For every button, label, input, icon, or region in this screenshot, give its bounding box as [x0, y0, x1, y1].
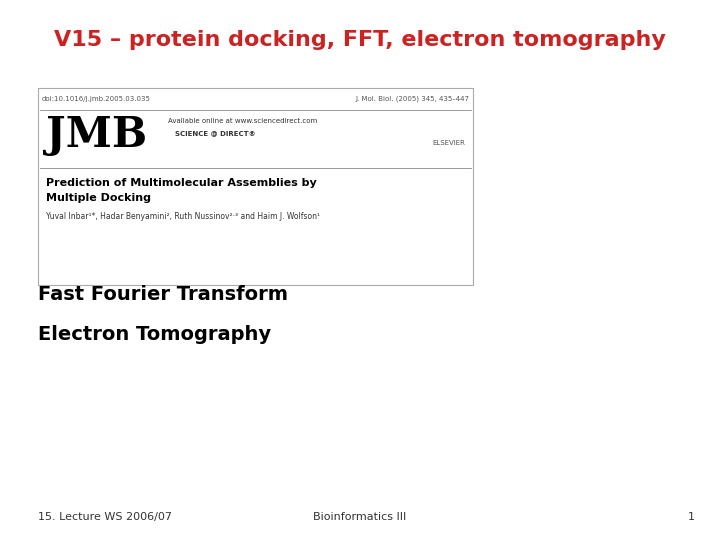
Text: Fast Fourier Transform: Fast Fourier Transform: [38, 285, 288, 304]
Text: V15 – protein docking, FFT, electron tomography: V15 – protein docking, FFT, electron tom…: [54, 30, 666, 50]
Text: 1: 1: [688, 512, 695, 522]
Text: ELSEVIER: ELSEVIER: [432, 140, 465, 146]
Text: J. Mol. Biol. (2005) 345, 435–447: J. Mol. Biol. (2005) 345, 435–447: [355, 96, 469, 103]
Text: 15. Lecture WS 2006/07: 15. Lecture WS 2006/07: [38, 512, 172, 522]
Text: Electron Tomography: Electron Tomography: [38, 325, 271, 344]
Text: Bioinformatics III: Bioinformatics III: [313, 512, 407, 522]
Text: Available online at www.sciencedirect.com: Available online at www.sciencedirect.co…: [168, 118, 318, 124]
Text: Prediction of Multimolecular Assemblies by: Prediction of Multimolecular Assemblies …: [46, 178, 317, 188]
Text: Yuval Inbar¹*, Hadar Benyamini², Ruth Nussinov²‧³ and Haim J. Wolfson¹: Yuval Inbar¹*, Hadar Benyamini², Ruth Nu…: [46, 212, 320, 221]
Text: doi:10.1016/j.jmb.2005.03.035: doi:10.1016/j.jmb.2005.03.035: [42, 96, 151, 102]
Text: JMB: JMB: [46, 114, 147, 156]
Bar: [38, 88, 473, 285]
Text: SCIENCE @ DIRECT®: SCIENCE @ DIRECT®: [175, 130, 256, 136]
Text: Multiple Docking: Multiple Docking: [46, 193, 151, 203]
